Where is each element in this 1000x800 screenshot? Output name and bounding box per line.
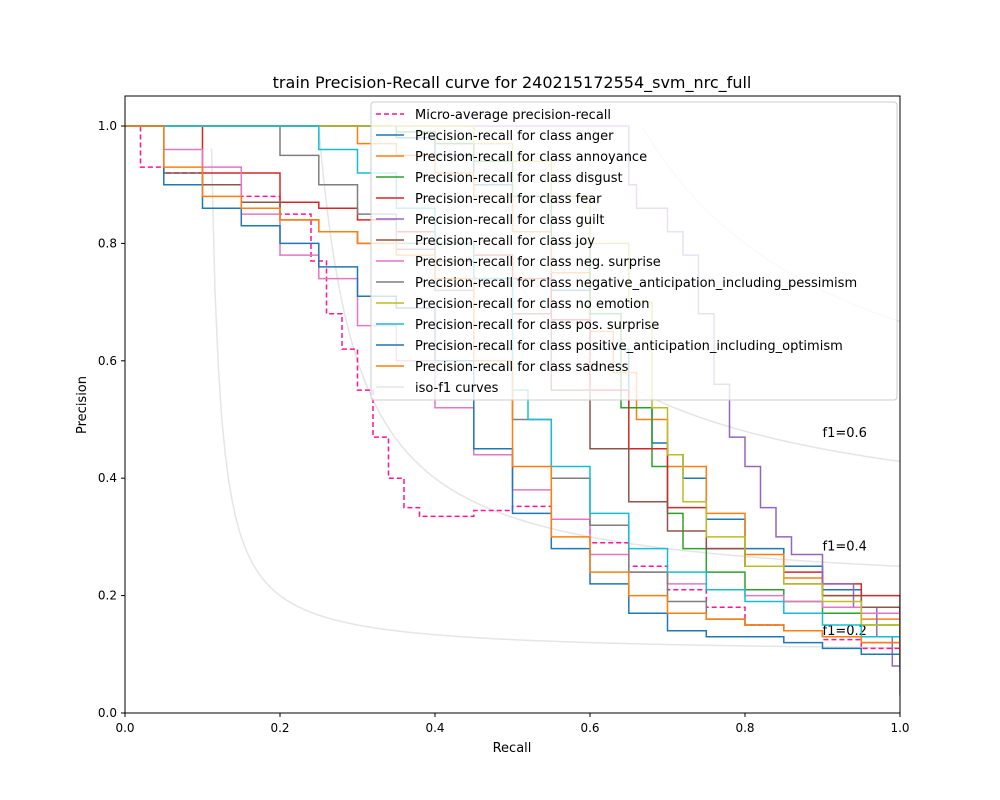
legend-label: Precision-recall for class negative_anti…	[415, 276, 857, 291]
y-tick-label: 0.6	[98, 354, 117, 368]
legend-label: Precision-recall for class joy	[415, 234, 595, 249]
y-tick-label: 0.2	[98, 589, 117, 603]
legend-label: Micro-average precision-recall	[415, 108, 611, 123]
legend-label: Precision-recall for class positive_anti…	[415, 339, 843, 354]
y-tick-label: 0.8	[98, 236, 117, 250]
x-tick-label: 0.8	[735, 721, 754, 735]
chart-title: train Precision-Recall curve for 2402151…	[273, 73, 752, 93]
y-tick-label: 1.0	[98, 119, 117, 133]
iso-f1-label: f1=0.4	[823, 539, 867, 554]
legend-label: Precision-recall for class guilt	[415, 213, 604, 228]
legend-label: Precision-recall for class fear	[415, 192, 602, 207]
y-axis-label: Precision	[75, 376, 90, 434]
legend-label: Precision-recall for class neg. surprise	[415, 255, 661, 270]
legend-label: Precision-recall for class disgust	[415, 171, 623, 186]
iso-f1-curve	[318, 130, 900, 568]
y-tick-label: 0.0	[98, 706, 117, 720]
series-line-0	[125, 125, 900, 658]
iso-f1-curve	[210, 148, 900, 649]
y-tick-label: 0.4	[98, 471, 117, 485]
x-tick-label: 0.0	[115, 721, 134, 735]
series-line-12	[125, 125, 900, 666]
legend-label: Precision-recall for class sadness	[415, 360, 629, 375]
x-tick-label: 0.6	[580, 721, 599, 735]
legend-label: Precision-recall for class annoyance	[415, 150, 647, 165]
legend-label: Precision-recall for class pos. surprise	[415, 318, 659, 333]
legend-label: Precision-recall for class anger	[415, 129, 614, 144]
x-axis: 0.0 0.2 0.4 0.6 0.8 1.0	[115, 713, 910, 735]
x-tick-label: 0.4	[425, 721, 444, 735]
iso-f1-labels: f1=0.2 f1=0.4 f1=0.6	[823, 426, 867, 639]
iso-f1-label: f1=0.6	[823, 426, 867, 441]
x-axis-label: Recall	[493, 741, 532, 756]
x-tick-label: 1.0	[890, 721, 909, 735]
legend-label: iso-f1 curves	[415, 381, 499, 396]
iso-f1-label: f1=0.2	[823, 624, 867, 639]
legend-box	[370, 101, 898, 401]
plot-frame	[124, 95, 901, 714]
y-axis: 0.0 0.2 0.4 0.6 0.8 1.0	[98, 119, 125, 720]
legend: Micro-average precision-recall Precision-…	[370, 101, 898, 401]
x-tick-label: 0.2	[270, 721, 289, 735]
legend-label: Precision-recall for class no emotion	[415, 297, 649, 312]
